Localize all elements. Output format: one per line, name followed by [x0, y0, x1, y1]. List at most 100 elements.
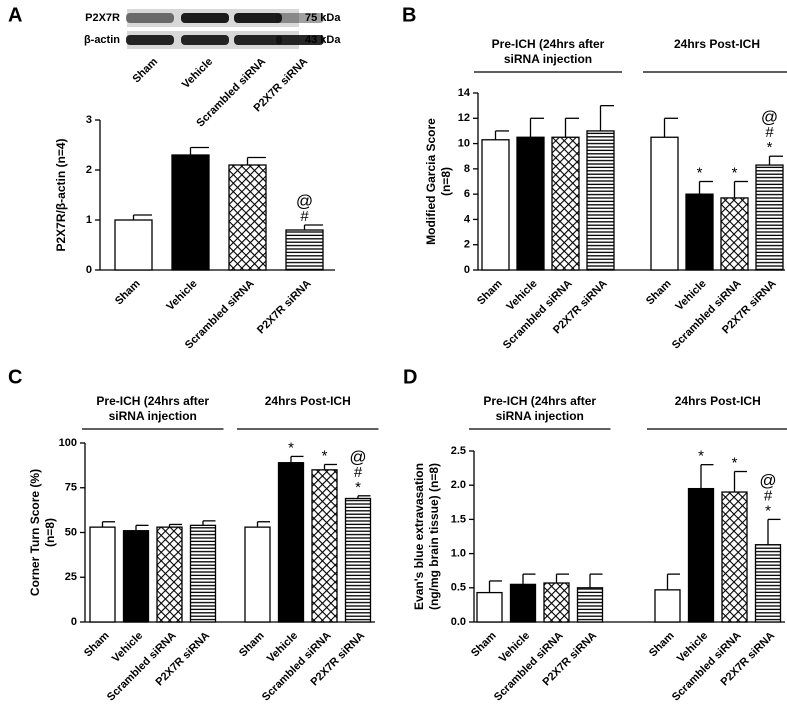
blot-protein: P2X7R — [85, 12, 120, 24]
bar — [650, 136, 679, 271]
blot-band — [234, 13, 282, 23]
bar — [654, 589, 681, 623]
y-tick-label: 14 — [458, 87, 471, 99]
significance-mark: @ — [349, 447, 366, 466]
bar — [755, 164, 784, 271]
bar — [509, 583, 537, 623]
blot-protein: β-actin — [84, 34, 120, 46]
y-tick-label: 75 — [65, 482, 77, 494]
y-tick-label: 10 — [458, 137, 470, 149]
bar — [285, 229, 324, 271]
blot-band — [276, 13, 324, 23]
bar — [576, 587, 604, 623]
significance-mark: # — [765, 124, 774, 141]
y-axis-label: (n=8) — [43, 518, 57, 547]
bar — [89, 526, 116, 623]
bar — [586, 130, 615, 271]
y-axis-label: P2X7R/β-actin (n=4) — [54, 138, 68, 251]
bar — [277, 462, 305, 623]
bar — [721, 491, 748, 623]
significance-mark: * — [732, 164, 738, 181]
x-tick-label: Vehicle — [673, 278, 708, 313]
x-tick-label: Sham — [475, 278, 505, 308]
blot-size: 75 kDa — [305, 12, 341, 24]
x-tick-label: Sham — [647, 630, 677, 660]
significance-mark: * — [767, 139, 773, 156]
bar — [228, 164, 267, 271]
panel-letter: A — [8, 4, 22, 26]
blot-band — [181, 35, 229, 45]
bar — [156, 526, 183, 623]
group-title: Pre-ICH (24hrs after — [492, 37, 605, 51]
significance-mark: * — [732, 454, 738, 471]
x-tick-label: Sham — [644, 278, 674, 308]
bar — [311, 469, 338, 623]
y-tick-label: 0 — [71, 616, 77, 628]
panel-letter: D — [403, 366, 417, 388]
y-tick-label: 8 — [464, 163, 470, 175]
bar — [122, 530, 150, 623]
y-tick-label: 2.5 — [451, 445, 466, 457]
x-tick-label: Sham — [469, 630, 499, 660]
bar — [244, 526, 271, 623]
group-title: siRNA injection — [496, 409, 584, 423]
y-tick-label: 0 — [464, 264, 470, 276]
significance-mark: # — [764, 487, 773, 504]
blot-band — [234, 35, 282, 45]
group-title: siRNA injection — [109, 409, 197, 423]
significance-mark: * — [765, 502, 771, 519]
y-tick-label: 6 — [464, 188, 470, 200]
significance-mark: # — [354, 464, 363, 481]
significance-mark: @ — [759, 471, 776, 490]
bar — [344, 497, 372, 623]
y-tick-label: 2 — [86, 164, 92, 176]
y-tick-label: 0 — [86, 264, 92, 276]
significance-mark: @ — [761, 108, 778, 127]
significance-mark: @ — [296, 191, 313, 210]
bar — [720, 197, 749, 271]
significance-mark: * — [697, 164, 703, 181]
y-axis-label: Evan's blue extravasation — [412, 463, 426, 610]
group-title: 24hrs Post-ICH — [675, 394, 761, 408]
y-tick-label: 1.5 — [451, 513, 466, 525]
significance-mark: # — [300, 208, 309, 225]
blot-band — [276, 35, 324, 45]
bar — [754, 544, 782, 623]
group-title: 24hrs Post-ICH — [265, 394, 351, 408]
panel-letter: B — [402, 4, 416, 26]
bar — [685, 193, 714, 271]
bar — [476, 591, 503, 623]
y-tick-label: 0.0 — [451, 616, 466, 628]
bar — [171, 154, 210, 271]
bar — [687, 487, 715, 623]
bar — [516, 136, 545, 271]
group-title: Pre-ICH (24hrs after — [96, 394, 209, 408]
y-axis-label: (ng/mg brain tissue) (n=8) — [427, 463, 441, 610]
x-tick-label: P2X7R siRNA — [255, 278, 314, 337]
significance-mark: * — [698, 448, 704, 465]
bar — [543, 582, 570, 623]
blot-lane-label: Vehicle — [180, 56, 215, 91]
blot-band — [126, 35, 174, 45]
y-tick-label: 50 — [65, 526, 77, 538]
y-tick-label: 1.0 — [451, 548, 466, 560]
bar — [481, 139, 510, 271]
x-tick-label: Vehicle — [164, 278, 199, 313]
y-axis-label: Corner Turn Score (%) — [28, 469, 42, 596]
x-tick-label: Vehicle — [504, 278, 539, 313]
y-tick-label: 4 — [464, 213, 471, 225]
bar — [551, 136, 580, 271]
group-title: siRNA injection — [504, 52, 592, 66]
blot-lane-label: Sham — [130, 56, 160, 86]
y-tick-label: 2.0 — [451, 479, 466, 491]
bar — [114, 219, 153, 271]
significance-mark: * — [288, 439, 294, 456]
y-tick-label: 1 — [86, 214, 92, 226]
y-tick-label: 2 — [464, 239, 470, 251]
y-tick-label: 100 — [59, 437, 77, 449]
significance-mark: * — [322, 447, 328, 464]
x-tick-label: Sham — [113, 278, 143, 308]
group-title: Pre-ICH (24hrs after — [483, 394, 596, 408]
